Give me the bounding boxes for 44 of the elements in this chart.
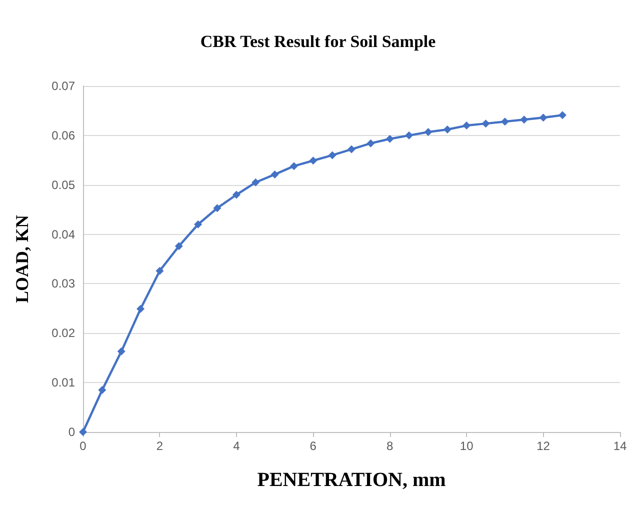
chart-title: CBR Test Result for Soil Sample: [200, 32, 436, 51]
point: [252, 178, 260, 186]
point: [136, 304, 145, 313]
y-tick-label: 0.02: [52, 326, 76, 340]
point: [500, 118, 509, 126]
point: [539, 114, 548, 122]
point: [117, 347, 126, 356]
point: [520, 116, 528, 124]
point: [386, 134, 394, 143]
point: [558, 111, 566, 120]
point: [270, 170, 279, 178]
x-tick-label: 8: [386, 439, 394, 453]
point: [443, 125, 452, 134]
point: [482, 120, 490, 128]
x-tick-label: 12: [536, 439, 550, 453]
point: [366, 139, 375, 148]
y-tick-label: 0.05: [52, 178, 76, 192]
point: [174, 242, 183, 250]
point: [194, 220, 202, 228]
y-tick-label: 0: [68, 425, 76, 439]
y-tick-label: 0.03: [52, 276, 76, 291]
point: [348, 145, 356, 154]
point: [156, 266, 164, 275]
y-tick-label: 0.01: [52, 376, 76, 390]
point: [213, 204, 222, 212]
y-tick-label: 0.07: [52, 79, 76, 93]
x-axis-title: PENETRATION, mm: [257, 469, 446, 491]
point: [309, 156, 318, 165]
point: [405, 131, 414, 140]
point: [232, 190, 240, 199]
y-tick-label: 0.06: [52, 128, 76, 142]
x-tick-label: 10: [460, 439, 474, 453]
point: [328, 151, 336, 160]
x-tick-label: 6: [310, 439, 317, 453]
point: [98, 386, 106, 394]
x-tick-label: 0: [80, 439, 87, 453]
y-tick-label: 0.04: [52, 227, 76, 242]
x-tick-label: 14: [613, 439, 627, 453]
x-tick-label: 4: [233, 439, 240, 453]
point: [462, 122, 471, 130]
point: [424, 128, 432, 136]
point: [290, 162, 298, 170]
y-axis-title: LOAD, KN: [12, 214, 32, 304]
x-tick-label: 2: [156, 439, 164, 453]
